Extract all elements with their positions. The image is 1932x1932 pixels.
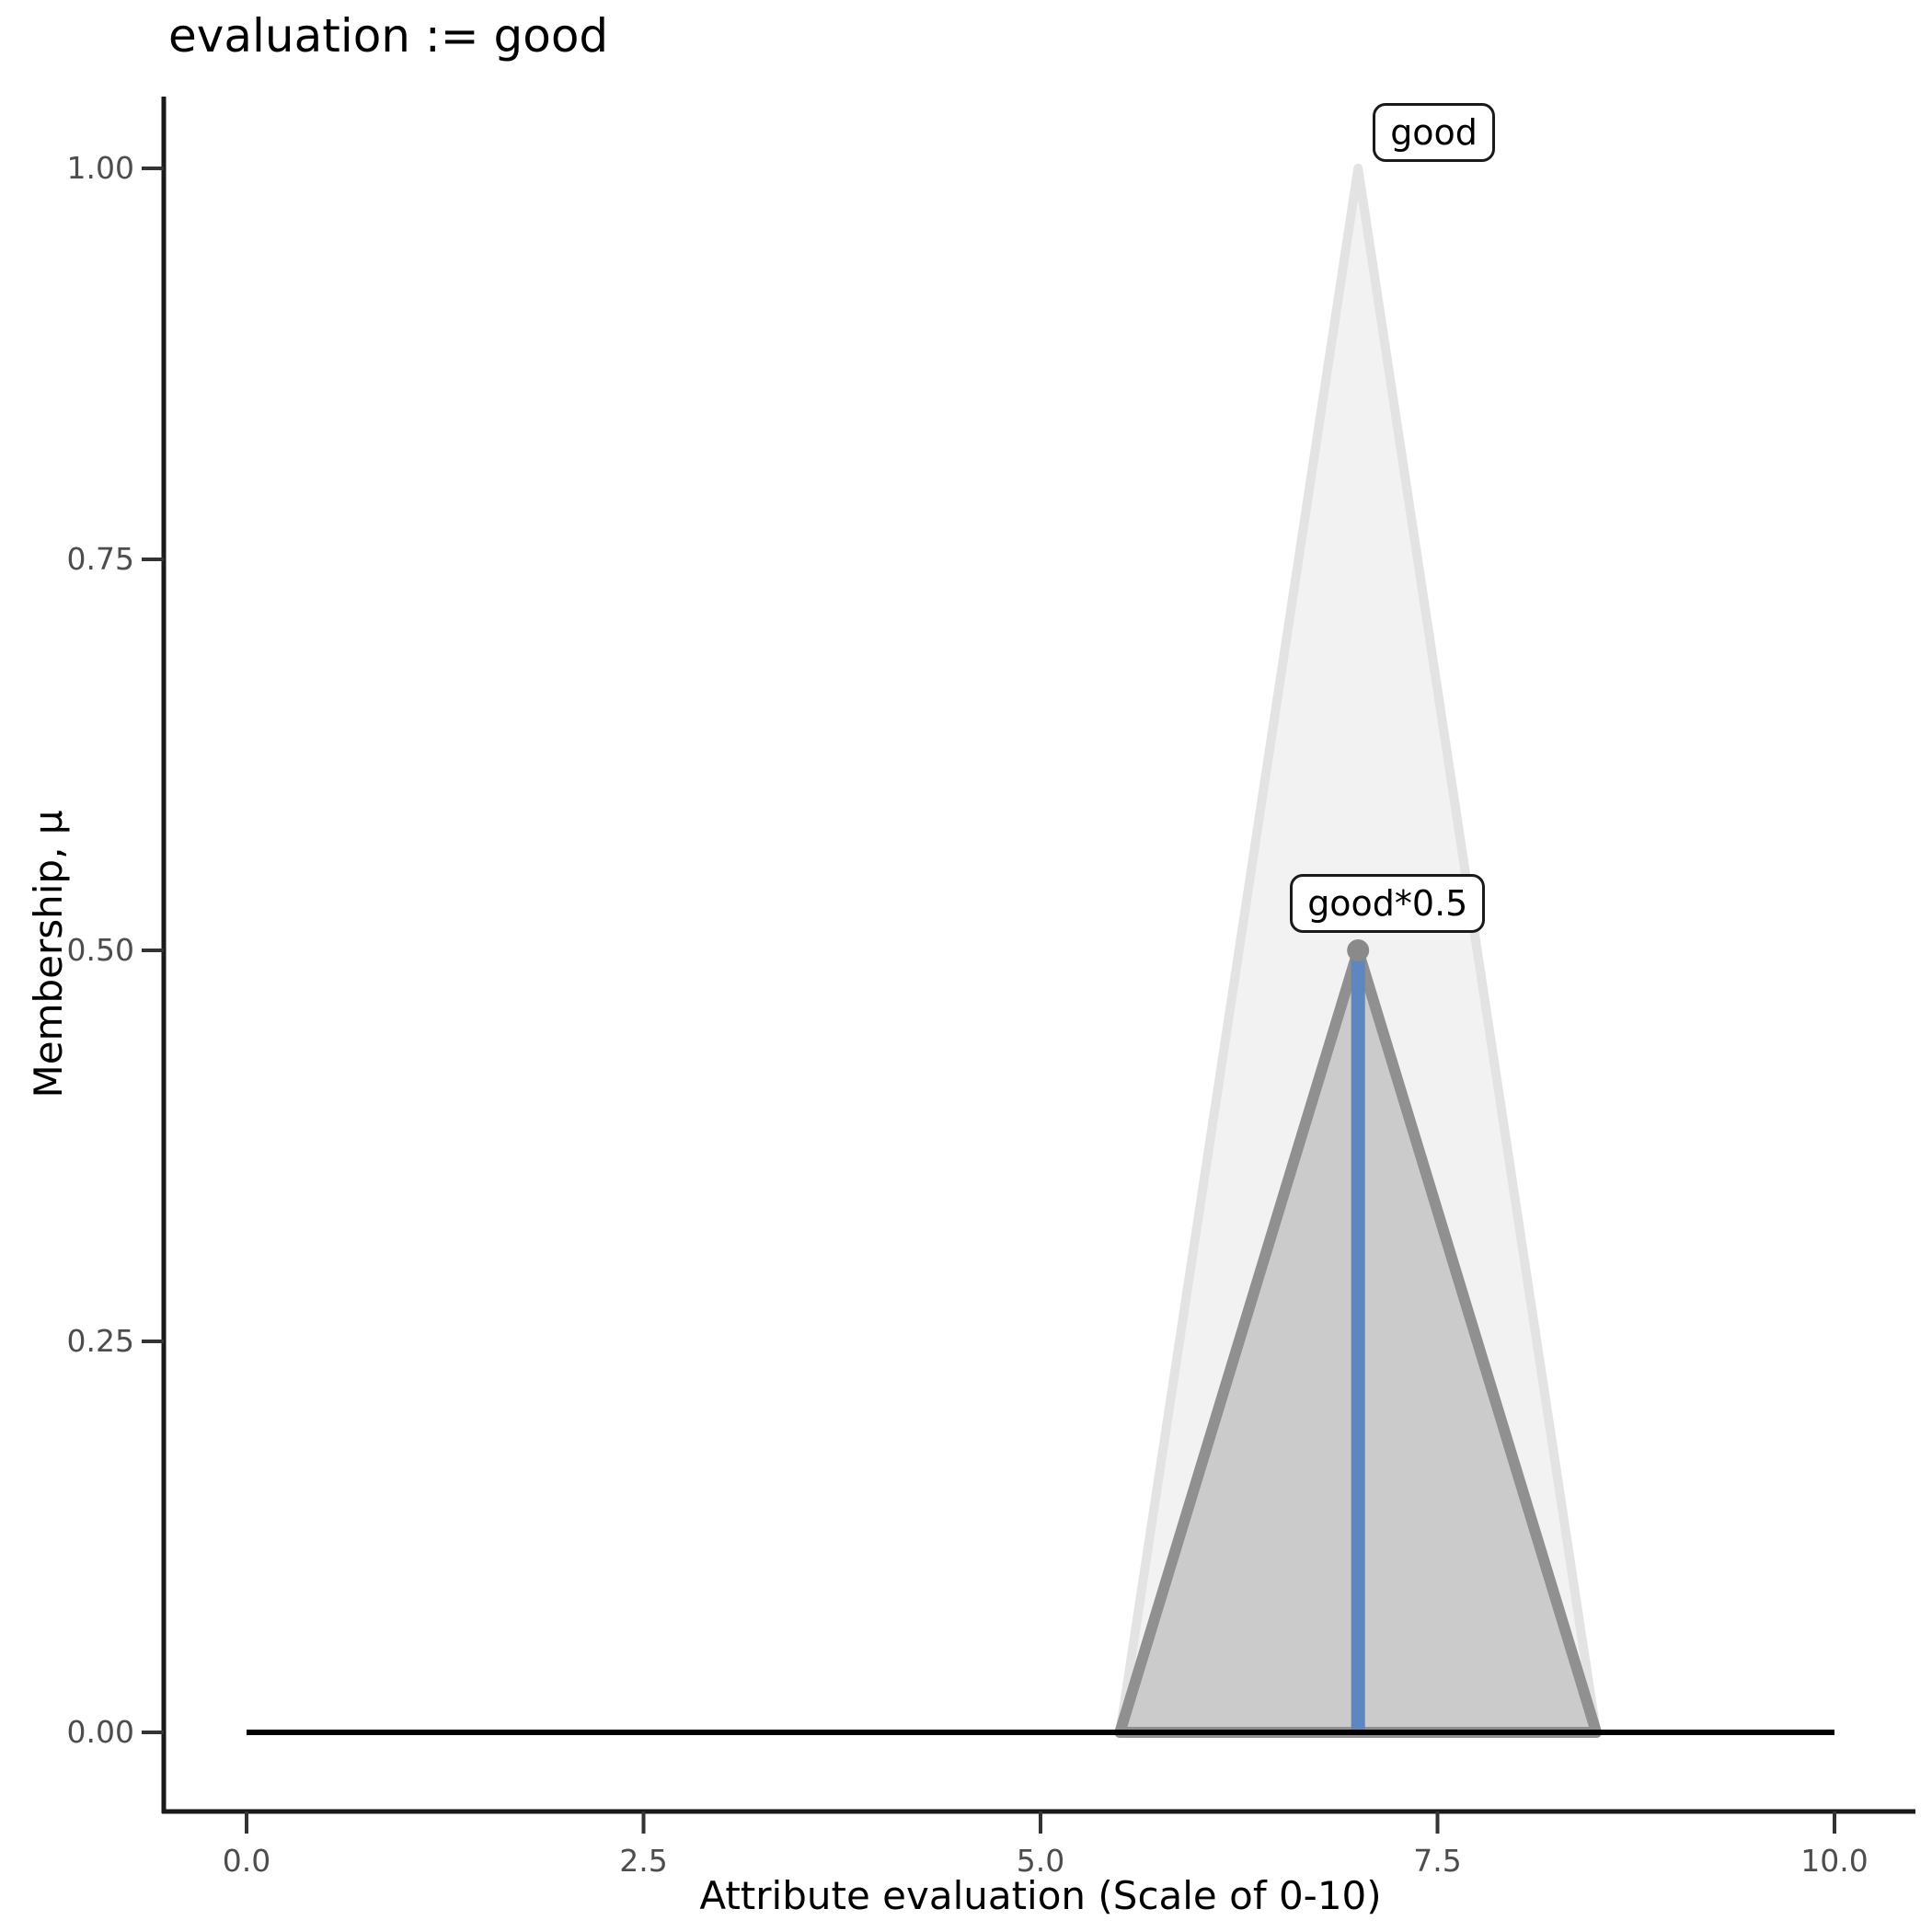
annotation-label-good05: good*0.5 (1290, 874, 1486, 933)
x-axis-title: Attribute evaluation (Scale of 0-10) (699, 1873, 1382, 1918)
y-tick-label: 0.75 (66, 541, 134, 577)
x-tick-label: 10.0 (1800, 1843, 1869, 1879)
y-tick-label: 0.00 (66, 1714, 134, 1750)
x-tick-label: 7.5 (1413, 1843, 1462, 1879)
peak-marker-dot (1347, 939, 1370, 961)
x-tick-label: 5.0 (1016, 1843, 1065, 1879)
y-tick-label: 0.50 (66, 932, 134, 968)
annotation-label-good: good (1373, 103, 1495, 162)
y-tick-label: 1.00 (66, 150, 134, 186)
x-tick-label: 0.0 (222, 1843, 271, 1879)
chart-title: evaluation := good (168, 9, 609, 63)
y-tick-label: 0.25 (66, 1323, 134, 1359)
x-tick-label: 2.5 (619, 1843, 668, 1879)
